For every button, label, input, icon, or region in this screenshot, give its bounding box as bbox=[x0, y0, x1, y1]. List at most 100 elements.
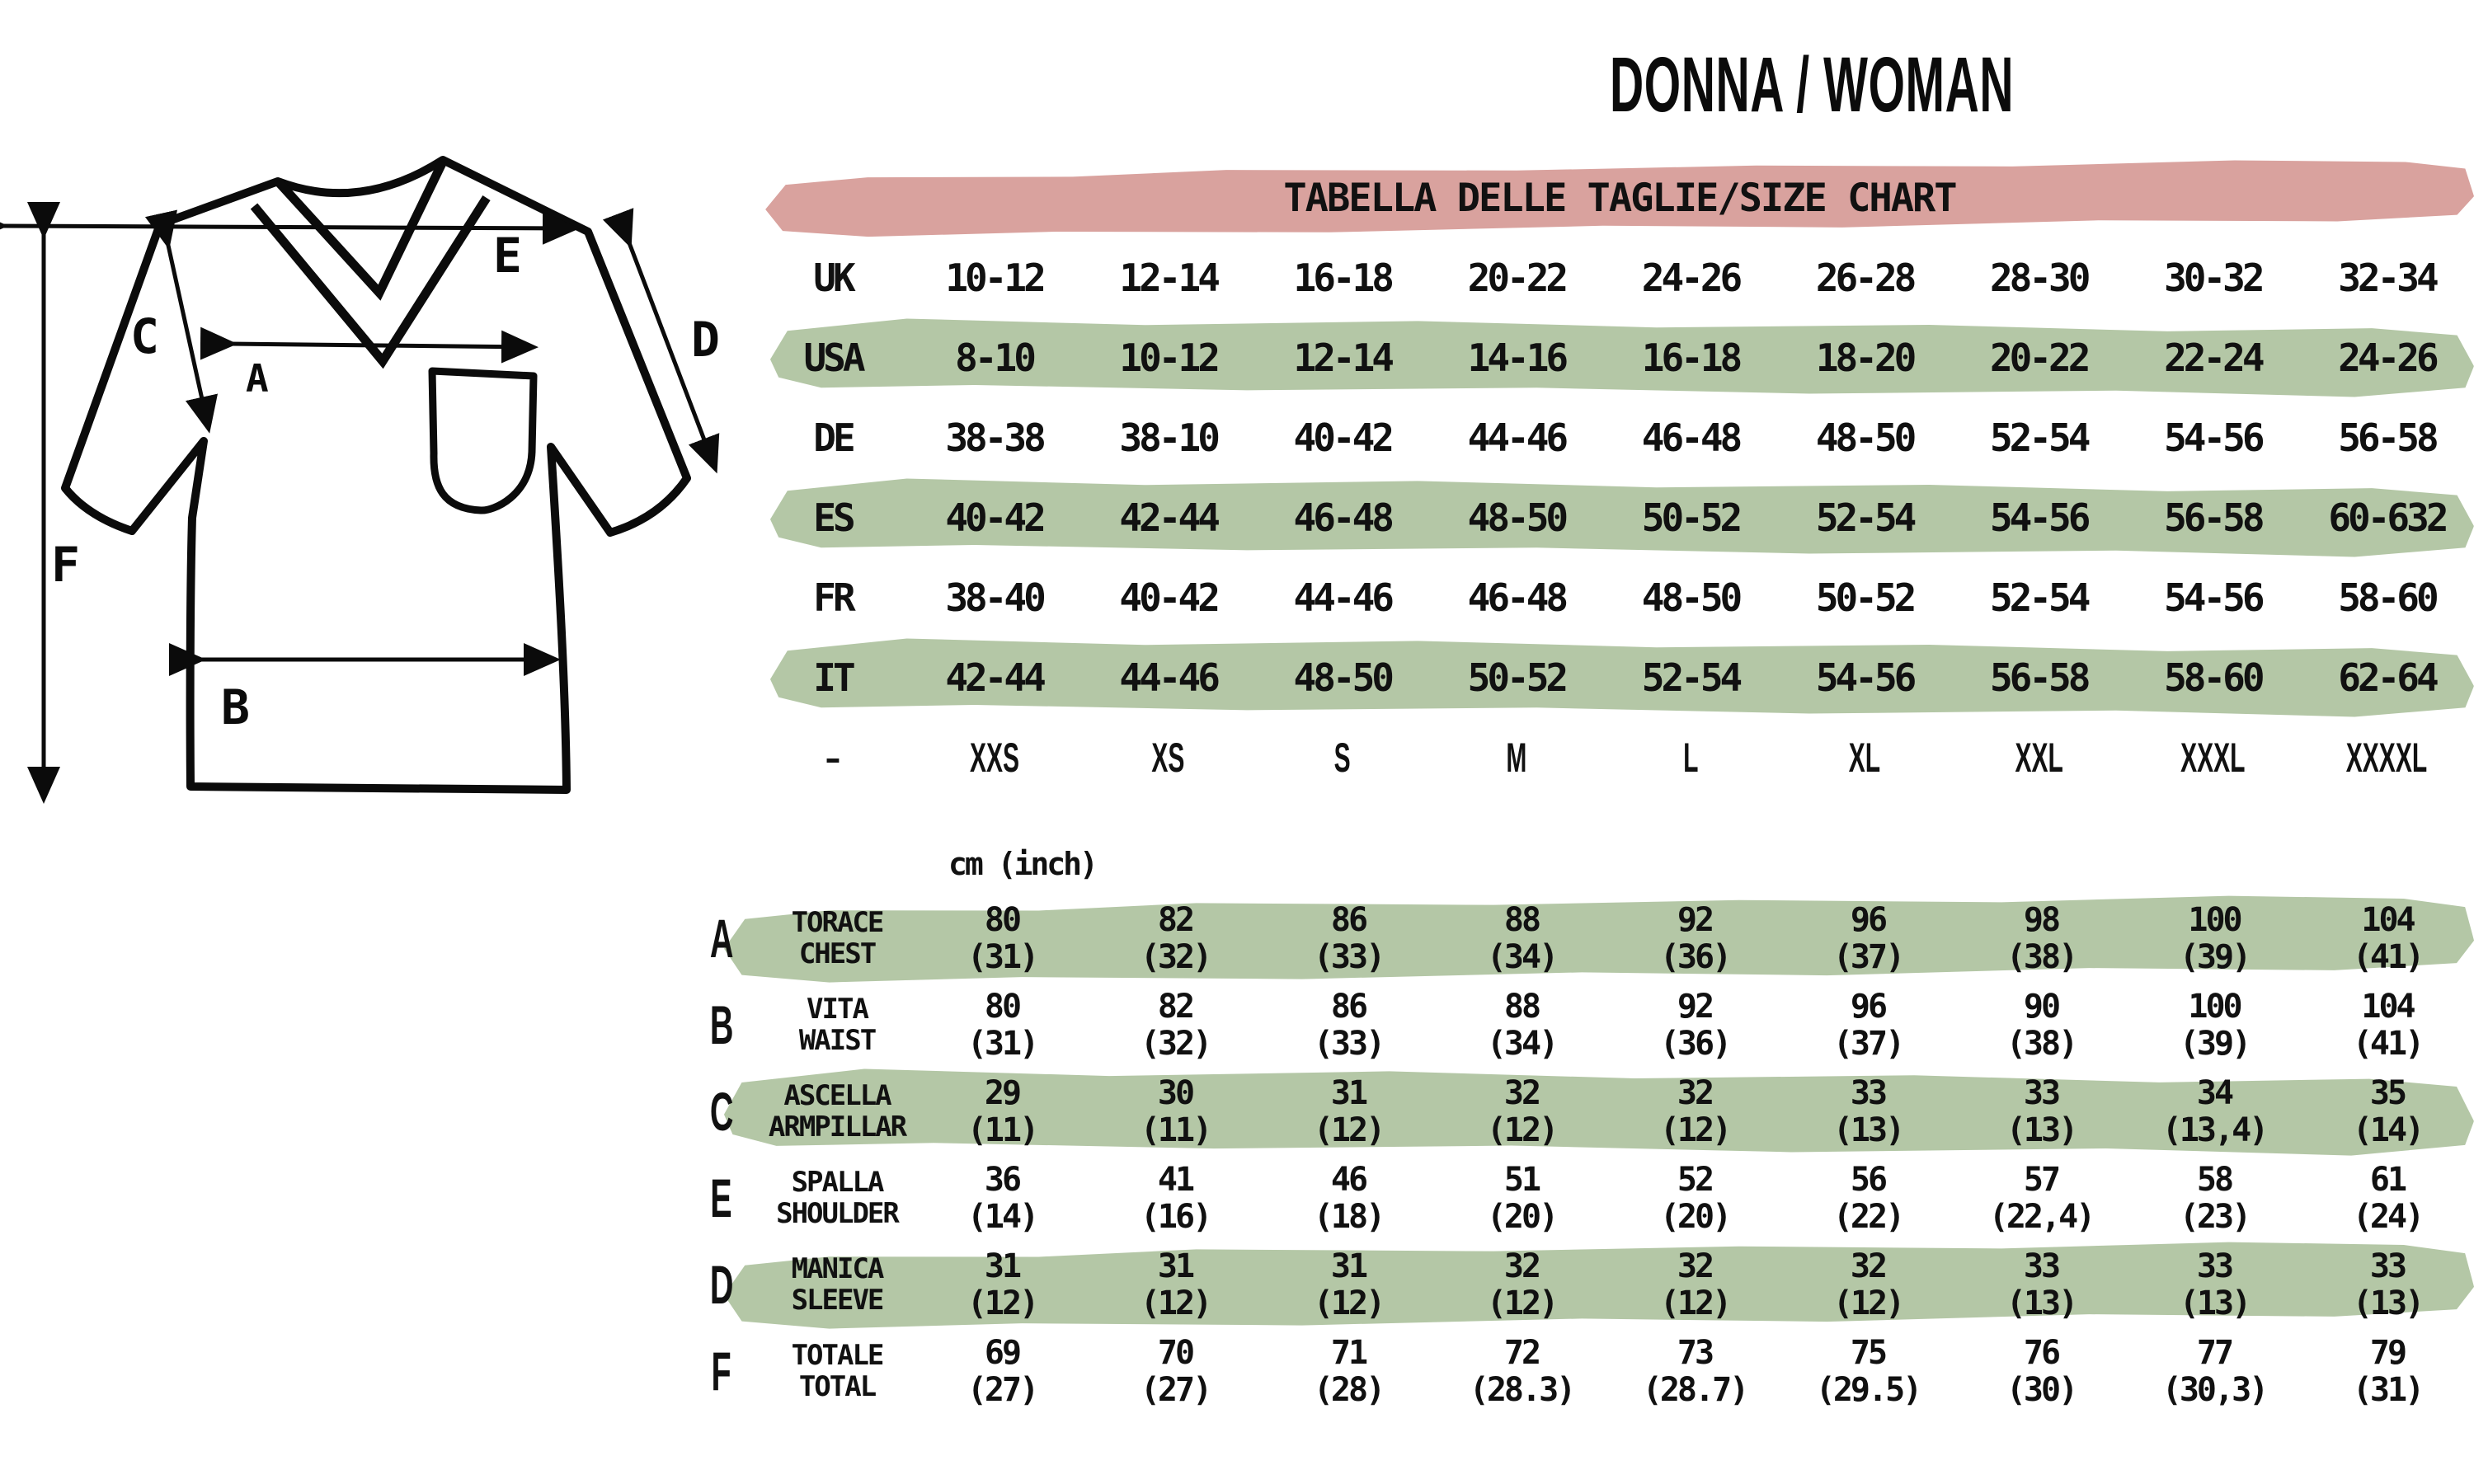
measure-cm: 77 bbox=[2196, 1333, 2234, 1372]
size-cell: 60-632 bbox=[2328, 495, 2448, 540]
size-cell: 42-44 bbox=[945, 655, 1046, 700]
size-cell: 58-60 bbox=[2164, 655, 2265, 700]
size-cell: 38-40 bbox=[945, 575, 1046, 620]
size-row-fr: FR 38-40 40-42 44-46 46-48 48-50 50-52 52-54 54-… bbox=[759, 557, 2474, 637]
measure-inch: (27) bbox=[967, 1370, 1039, 1409]
measure-cell: 80 (31) bbox=[915, 988, 1089, 1063]
measure-cell: 86 (33) bbox=[1262, 900, 1435, 976]
measure-inch: (30,3) bbox=[2161, 1370, 2269, 1409]
measure-cm: 100 bbox=[2188, 900, 2242, 939]
measure-cell: 32 (12) bbox=[1781, 1247, 1954, 1322]
size-cell: 38-38 bbox=[945, 415, 1046, 460]
measure-cm: 31 bbox=[1330, 1247, 1368, 1285]
measure-cm: 46 bbox=[1330, 1160, 1368, 1199]
measure-cm: 52 bbox=[1677, 1160, 1714, 1199]
size-cell: 44-46 bbox=[1119, 655, 1220, 700]
measure-inch: (38) bbox=[2006, 1024, 2078, 1063]
measure-inch: (34) bbox=[1486, 937, 1559, 976]
measure-inch: (12) bbox=[1313, 1111, 1385, 1149]
size-cell: 54-56 bbox=[1815, 655, 1917, 700]
measure-cm: 35 bbox=[2369, 1073, 2407, 1112]
size-name-text: XXS bbox=[969, 734, 1019, 781]
measure-cell: 69 (27) bbox=[915, 1333, 1089, 1409]
measure-cm: 98 bbox=[2023, 900, 2061, 939]
size-row-label: ES bbox=[813, 495, 855, 540]
measure-cell: 33 (13) bbox=[2128, 1247, 2301, 1322]
measure-inch: (31) bbox=[967, 1024, 1039, 1063]
measure-cm: 31 bbox=[1330, 1073, 1368, 1112]
measure-cell: 82 (32) bbox=[1089, 987, 1262, 1063]
size-cell: 44-46 bbox=[1293, 575, 1395, 620]
size-cell: 12-14 bbox=[1119, 255, 1220, 300]
size-cell: 50-52 bbox=[1815, 575, 1917, 620]
measure-inch: (37) bbox=[1832, 1024, 1905, 1063]
measure-cell: 32 (12) bbox=[1608, 1074, 1781, 1149]
size-row-label: IT bbox=[813, 655, 855, 700]
size-cell: 20-22 bbox=[1467, 255, 1569, 300]
size-row-label: UK bbox=[813, 255, 855, 300]
page-title: DONNA / WOMAN bbox=[1610, 40, 2284, 130]
measure-cell: 92 (36) bbox=[1608, 900, 1781, 976]
size-cell: 24-26 bbox=[2338, 335, 2439, 380]
size-row-it: IT 42-44 44-46 48-50 50-52 52-54 54-56 56-58 58-… bbox=[759, 637, 2474, 717]
measure-cell: 75 (29.5) bbox=[1781, 1333, 1954, 1409]
measure-cell: 35 (14) bbox=[2301, 1073, 2474, 1149]
size-cell: 10-12 bbox=[945, 255, 1046, 300]
measure-cm: 75 bbox=[1850, 1333, 1888, 1372]
measure-inch: (18) bbox=[1313, 1197, 1385, 1236]
measure-cm: 32 bbox=[1503, 1247, 1541, 1285]
measure-row-c: C ASCELLA ARMPILLAR 29 (11) 30 (11) 31 (12) 32 (12… bbox=[683, 1068, 2474, 1155]
measure-cm: 82 bbox=[1157, 987, 1195, 1026]
size-cell: L bbox=[1603, 734, 1777, 782]
measure-cell: 86 (33) bbox=[1262, 988, 1435, 1063]
size-cell: 18-20 bbox=[1815, 335, 1917, 380]
size-cell: 46-48 bbox=[1641, 415, 1743, 460]
measure-cell: 31 (12) bbox=[915, 1247, 1089, 1322]
size-cell: 12-14 bbox=[1293, 335, 1395, 380]
measure-inch: (37) bbox=[1832, 937, 1905, 976]
measure-cell: 52 (20) bbox=[1608, 1160, 1781, 1236]
measure-row-e: E SPALLA SHOULDER 36 (14) 41 (16) 46 (18) 51 (20) 5… bbox=[683, 1155, 2474, 1242]
measure-cm: 32 bbox=[1850, 1247, 1888, 1285]
measure-cm: 92 bbox=[1677, 900, 1714, 939]
measure-cm: 57 bbox=[2023, 1160, 2061, 1199]
measure-inch: (24) bbox=[2352, 1197, 2425, 1236]
size-cell: 14-16 bbox=[1467, 335, 1569, 380]
size-cell: M bbox=[1429, 734, 1603, 782]
measure-cm: 86 bbox=[1330, 900, 1368, 939]
measure-cell: 96 (37) bbox=[1781, 901, 1954, 976]
measure-inch: (29.5) bbox=[1815, 1370, 1923, 1409]
size-name-text: XXXL bbox=[2180, 734, 2246, 781]
size-cell: 52-54 bbox=[1641, 655, 1743, 700]
measure-cm: 69 bbox=[984, 1333, 1022, 1372]
measure-inch: (32) bbox=[1140, 937, 1212, 976]
measure-cell: 33 (13) bbox=[1954, 1247, 2128, 1322]
size-cell: XXXXL bbox=[2300, 734, 2474, 782]
measure-cell: 61 (24) bbox=[2301, 1161, 2474, 1236]
unit-label: cm (inch) bbox=[948, 846, 1098, 882]
measure-cm: 33 bbox=[2023, 1247, 2061, 1285]
size-name-text: S bbox=[1333, 734, 1351, 781]
measure-cm: 90 bbox=[2023, 987, 2061, 1026]
size-row-label: – bbox=[759, 734, 907, 782]
measure-label-en: TOTAL bbox=[798, 1369, 877, 1403]
measure-letter-text: C bbox=[709, 1080, 734, 1142]
diagram-label-A: A bbox=[246, 356, 269, 401]
size-cell: 56-58 bbox=[1989, 655, 2091, 700]
measure-cell: 30 (11) bbox=[1089, 1074, 1262, 1149]
size-cell: 38-10 bbox=[1119, 415, 1220, 460]
measure-cm: 33 bbox=[1850, 1073, 1888, 1112]
size-cell: 52-54 bbox=[1989, 415, 2091, 460]
measure-cell: 34 (13,4) bbox=[2128, 1074, 2301, 1149]
measure-inch: (11) bbox=[967, 1111, 1039, 1149]
measure-cm: 88 bbox=[1503, 987, 1541, 1026]
measure-cm: 104 bbox=[2361, 900, 2415, 939]
size-row-label: DE bbox=[813, 415, 855, 460]
size-cell: 54-56 bbox=[2164, 415, 2265, 460]
shirt-outline bbox=[61, 156, 691, 794]
measure-cm: 72 bbox=[1503, 1333, 1541, 1372]
measure-label-it: SPALLA bbox=[791, 1166, 885, 1200]
measure-label-en: SHOULDER bbox=[776, 1196, 900, 1230]
measure-cell: 96 (37) bbox=[1781, 988, 1954, 1063]
